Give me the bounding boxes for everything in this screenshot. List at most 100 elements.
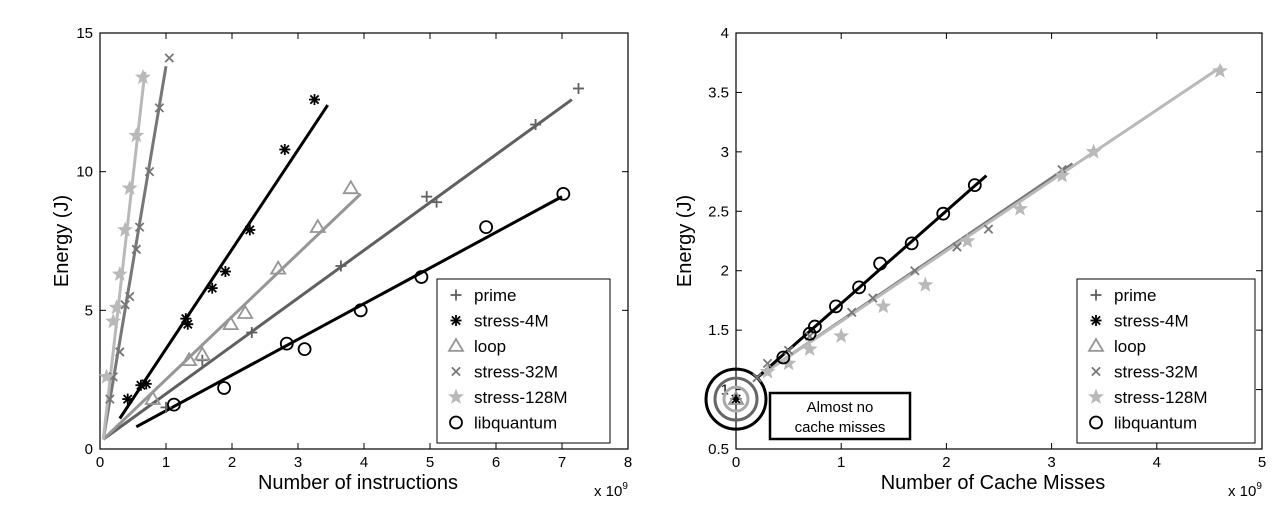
c1-point-stress-4M [309,94,320,106]
c2-y-tick-label: 2.5 [708,203,729,220]
c1-point-loop [309,218,327,233]
c1-point-libquantum [297,342,312,357]
c2-x-tick-label: 3 [1047,454,1055,471]
c1-x-tick-label: 2 [228,454,236,471]
c1-x-axis-label: Number of instructions [258,472,458,494]
c1-legend-marker-stress-128M [448,388,464,404]
c2-annotation-ring-inner [722,385,750,413]
c1-point-stress-4M [219,266,231,278]
c1-y-tick-label: 10 [76,164,93,181]
c2-legend-box [1076,278,1256,444]
c2-point-stress-128M [780,355,797,371]
c1-point-prime [431,196,443,208]
c1-point-stress-128M [108,299,125,315]
c2-y-tick-label: 1.5 [708,322,729,339]
c2-legend-marker-stress-4M [1090,315,1102,326]
c1-point-stress-128M [128,127,145,143]
c1-point-libquantum [556,186,571,201]
c1-point-prime [246,327,258,339]
c2-legend-marker-prime [1090,289,1102,301]
c1-point-stress-32M [124,291,135,302]
c1-x-tick-label: 0 [96,454,104,471]
c1-point-stress-128M [117,221,134,237]
c2-axes-frame [735,32,1263,450]
c2-point-libquantum [873,256,888,271]
c2-legend-label-stress-128M: stress-128M [1114,388,1208,407]
c2-point-libquantum [904,236,919,251]
c2-annotation-text: Almost no [807,399,874,416]
c2-point-stress-128M [959,232,976,248]
c2-legend-label-loop: loop [1114,337,1146,356]
c1-point-prime [160,401,172,413]
c1-fit-line-prime [102,98,573,441]
c2-y-tick-label: 2 [721,263,729,280]
c1-point-prime [421,191,433,203]
c1-x-tick-label: 8 [624,454,632,471]
c1-y-tick-label: 15 [76,25,93,42]
c1-y-axis-label: Energy (J) [51,195,73,287]
c1-legend-marker-stress-32M [451,366,461,377]
c1-point-stress-128M [111,265,128,282]
c2-x-axis-label: Number of Cache Misses [881,472,1106,494]
c1-x-tick-label: 4 [360,454,368,471]
c1-x-multiplier: x 109 [594,481,628,500]
c2-legend-marker-loop [1087,337,1105,352]
c1-point-loop [222,315,240,331]
c1-point-stress-32M [115,347,125,357]
c1-legend-box [436,278,611,444]
c2-x-tick-label: 0 [732,454,740,471]
c1-point-stress-4M [182,318,194,330]
c2-annotation-ring-outer [704,367,768,431]
c2-point-stress-128M [917,276,934,292]
c1-point-stress-32M [134,222,145,232]
c2-point-stress-32M [910,265,920,276]
c2-annotation-text: cache misses [795,419,886,436]
c1-legend-label-stress-4M: stress-4M [474,312,549,331]
c1-point-loop [144,390,162,405]
c2-point-stress-128M [801,340,818,356]
c1-x-tick-label: 3 [294,454,302,471]
c2-legend-label-libquantum: libquantum [1114,414,1197,433]
c1-legend-label-libquantum: libquantum [474,414,557,433]
c2-x-multiplier: x 109 [1228,481,1262,500]
c1-point-loop [342,179,360,195]
c1-point-stress-32M [144,166,155,177]
c1-point-stress-32M [154,103,165,113]
c2-point-stress-128M [1012,200,1028,216]
c1-x-tick-label: 1 [162,454,170,471]
c1-point-libquantum [414,270,429,284]
c1-legend-label-loop: loop [474,337,506,356]
c1-point-prime [530,119,542,131]
c2-legend-marker-stress-32M [1091,366,1101,377]
c1-y-tick-label: 0 [85,441,93,458]
c2-legend-label-stress-4M: stress-4M [1114,312,1189,331]
c1-point-libquantum [167,397,181,412]
c2-legend-label-stress-32M: stress-32M [1114,363,1198,382]
c1-point-stress-32M [120,300,130,310]
c1-x-tick-label: 5 [426,454,434,471]
c2-legend-marker-libquantum [1089,415,1103,430]
c1-point-stress-4M [140,378,152,390]
c1-point-libquantum [217,381,231,395]
c1-point-stress-128M [121,179,138,196]
c1-fit-line-libquantum [135,195,563,429]
c2-point-libquantum [776,350,791,365]
c1-point-prime [335,260,347,272]
c1-point-stress-128M [98,368,115,384]
c1-legend-label-stress-128M: stress-128M [474,388,568,407]
c1-point-stress-4M [244,224,256,236]
c1-point-stress-4M [122,393,134,405]
c1-point-stress-128M [134,69,151,85]
c2-x-tick-label: 2 [942,454,950,471]
c2-point-stress-128M [1211,62,1228,78]
c2-x-tick-label: 1 [837,454,845,471]
c1-point-stress-32M [105,394,115,404]
c2-y-tick-label: 0.5 [708,441,729,458]
c1-x-tick-label: 7 [558,454,566,471]
c2-annotation-ring-middle [713,376,759,422]
c1-legend-label-stress-32M: stress-32M [474,363,558,382]
c2-y-tick-label: 1 [721,382,729,399]
c1-point-stress-32M [131,244,142,255]
c1-point-libquantum [353,303,368,318]
